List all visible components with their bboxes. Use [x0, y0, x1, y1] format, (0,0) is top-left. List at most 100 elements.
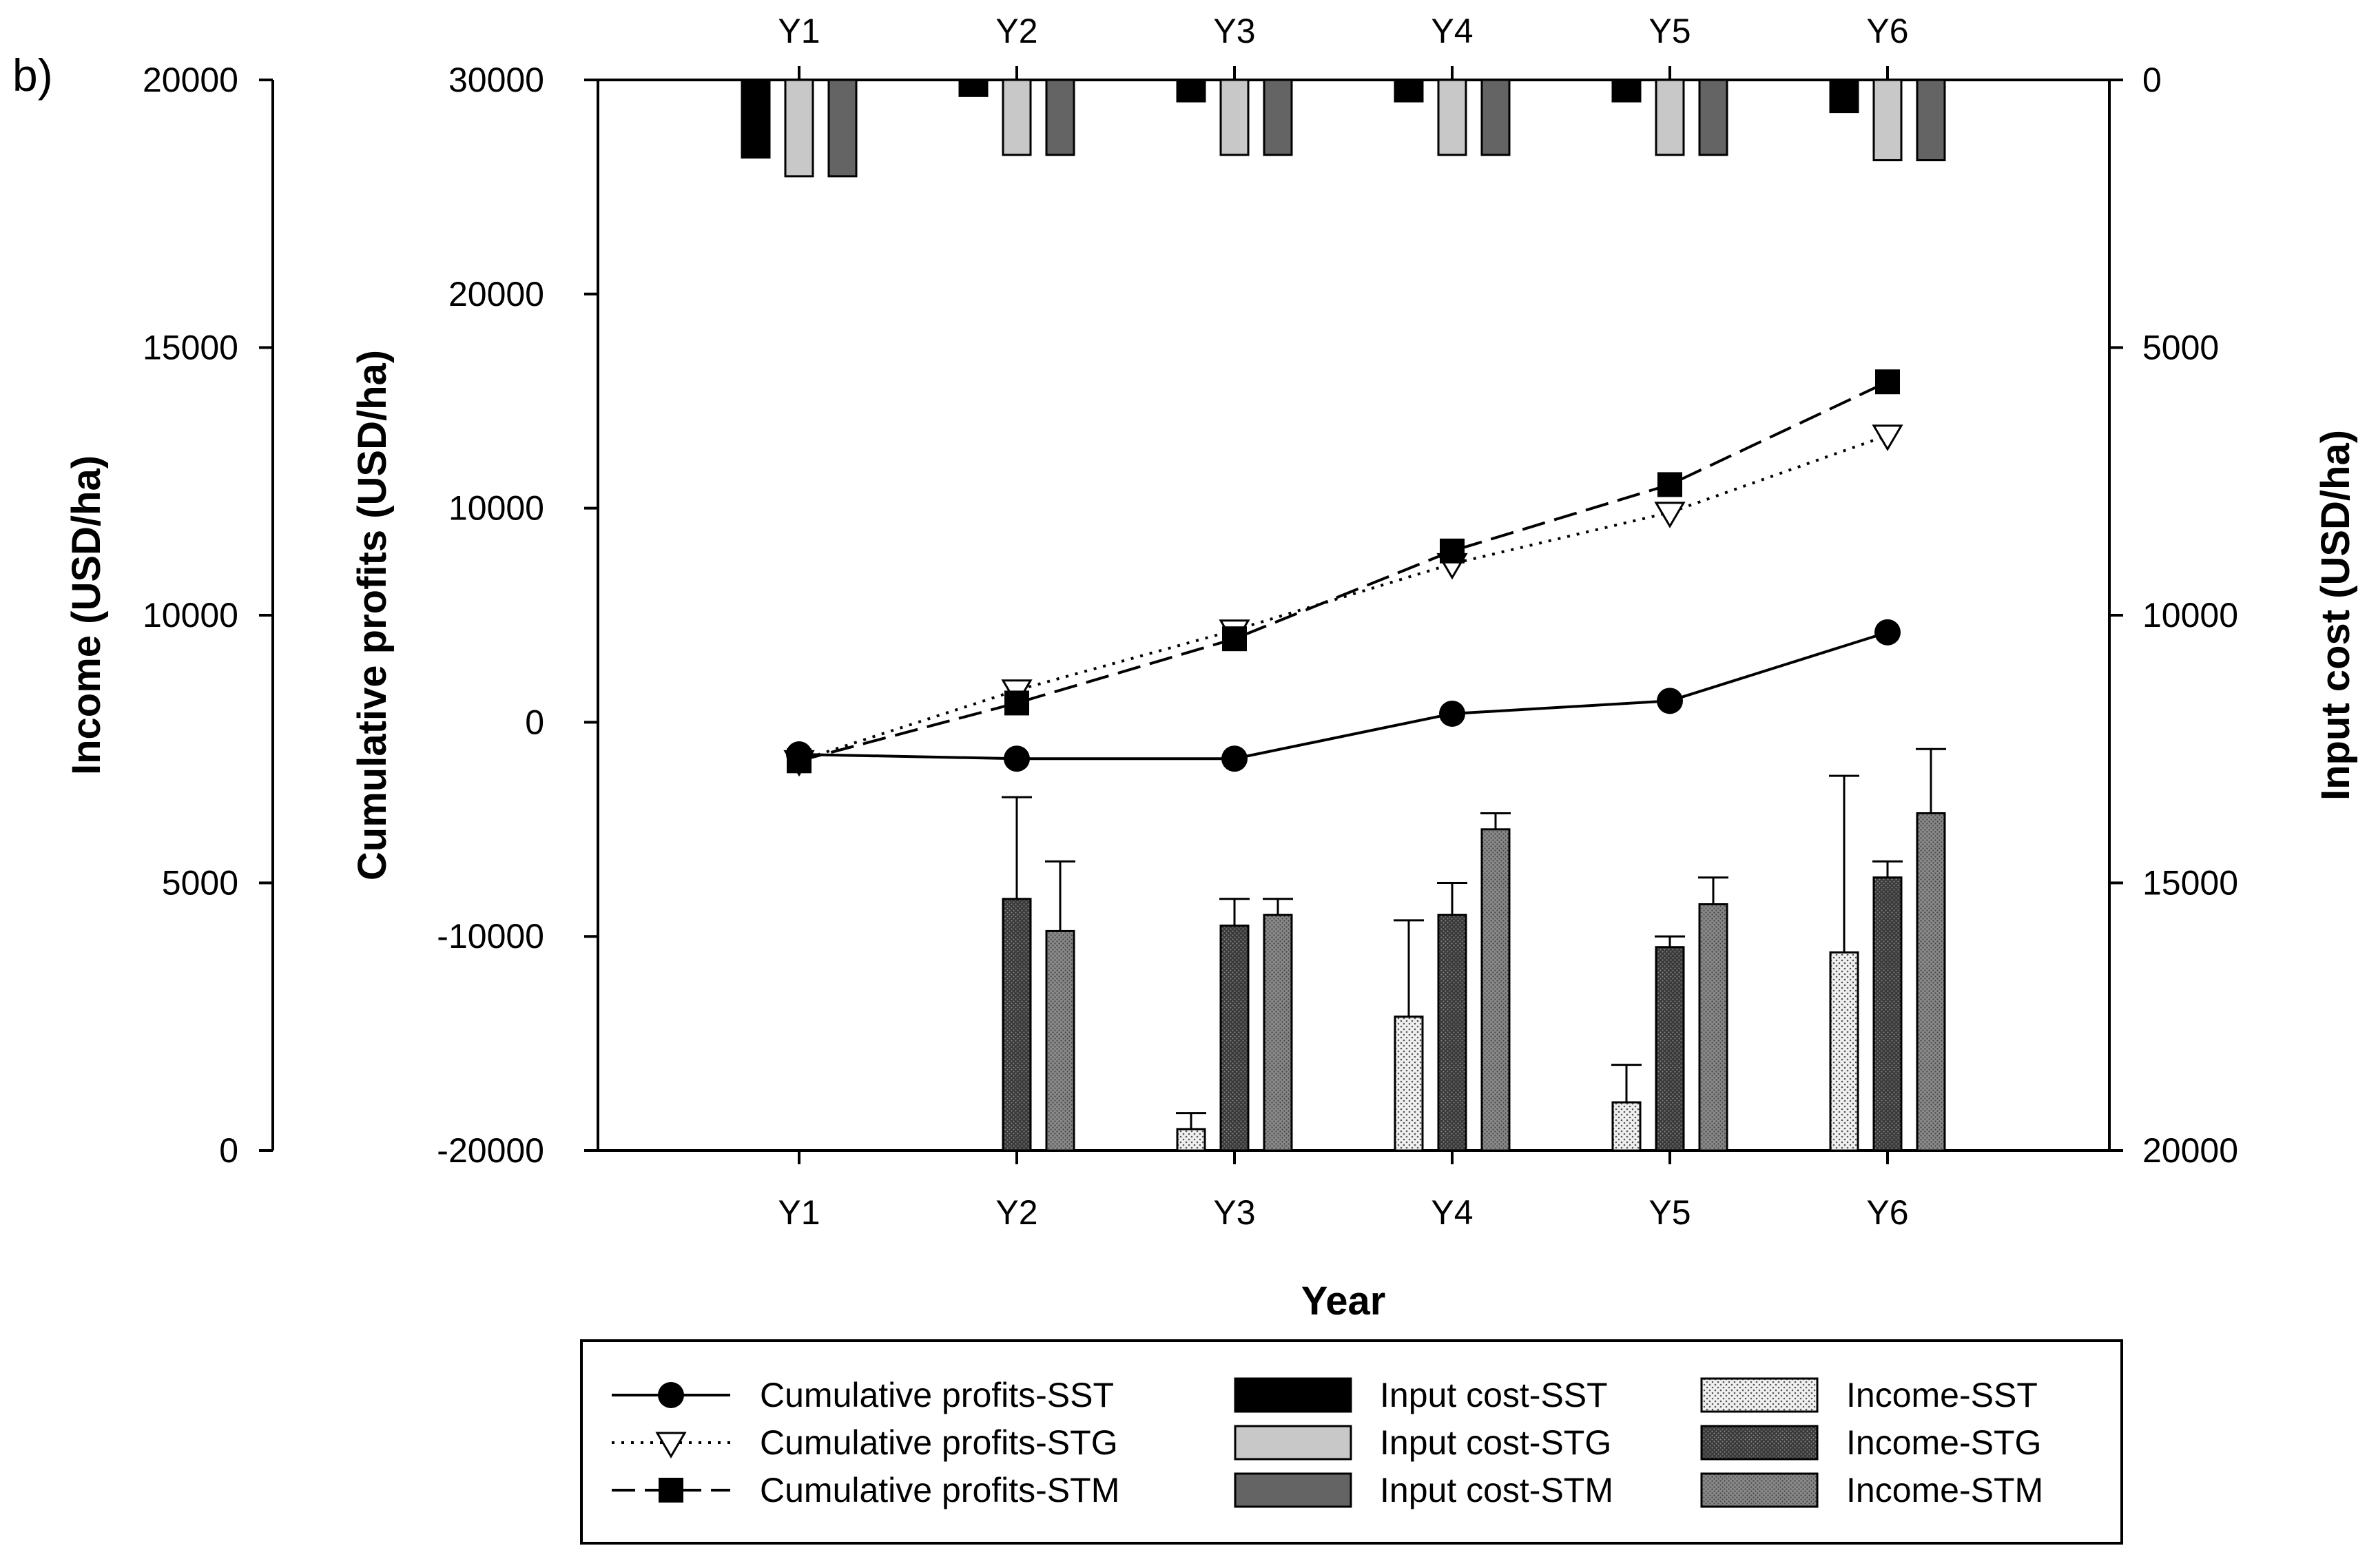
x-axis-title: Year [1301, 1279, 1386, 1323]
legend-label: Income-STM [1846, 1471, 2043, 1509]
input-cost-bar-stg [1219, 79, 1250, 156]
profit-tick-label: -20000 [437, 1131, 544, 1170]
legend-label: Income-SST [1846, 1376, 2038, 1414]
x-tick-label-bottom: Y2 [995, 1193, 1037, 1232]
legend-bar-swatch [1234, 1425, 1352, 1461]
input-cost-bar-stg [1002, 79, 1032, 156]
profit-tick-label: 20000 [448, 275, 544, 313]
income-tick-label: 0 [219, 1131, 238, 1170]
legend-bar-swatch [1234, 1472, 1352, 1508]
input-cost-bar-stg [1872, 79, 1903, 162]
income-bar-stg [1002, 898, 1032, 1152]
x-tick-label-top: Y3 [1213, 12, 1255, 50]
profit-marker-sst [1657, 688, 1683, 714]
x-tick-label-bottom: Y6 [1866, 1193, 1908, 1232]
income-bar-stm [1045, 929, 1075, 1152]
profit-line-sst [798, 630, 1888, 761]
input-cost-bar-stm [1263, 79, 1293, 156]
income-bar-stm [1480, 828, 1511, 1152]
income-bar-sst [1611, 1101, 1642, 1152]
x-tick-label-bottom: Y4 [1431, 1193, 1473, 1232]
legend-marker-swatch [658, 1382, 684, 1408]
legend-label: Cumulative profits-STG [760, 1423, 1118, 1462]
profit-marker-stm [1440, 538, 1465, 564]
profit-tick-label: 0 [525, 703, 544, 741]
legend-label: Input cost-SST [1380, 1376, 1608, 1414]
legend-marker-swatch [659, 1478, 683, 1503]
input-cost-bar-stg [784, 79, 814, 178]
income-bar-stg [1437, 914, 1467, 1152]
input-cost-axis-title: Input cost (USD/ha) [2313, 430, 2358, 801]
income-tick-label: 20000 [143, 61, 238, 99]
input-cost-bar-stm [827, 79, 858, 178]
profit-marker-stg [1872, 424, 1903, 451]
profit-marker-stm [1222, 626, 1247, 652]
x-tick-label-top: Y1 [778, 12, 820, 50]
input-cost-bar-sst [1394, 79, 1424, 103]
legend-bar-swatch [1700, 1472, 1819, 1508]
legend: Cumulative profits-SST Cumulative profits… [580, 1339, 2123, 1545]
profit-marker-sst [1221, 745, 1248, 772]
legend-marker-swatch [655, 1432, 687, 1458]
income-bar-stm [1698, 903, 1728, 1152]
income-bar-sst [1176, 1128, 1206, 1152]
input-cost-bar-stm [1916, 79, 1946, 162]
income-tick-label: 15000 [143, 329, 238, 367]
x-tick-label-top: Y4 [1431, 12, 1473, 50]
legend-bar-swatch [1700, 1377, 1819, 1413]
legend-label: Income-STG [1846, 1423, 2041, 1462]
income-bar-stg [1872, 876, 1903, 1152]
profit-marker-stm [787, 748, 812, 774]
input-cost-bar-sst [1611, 79, 1642, 103]
legend-label: Input cost-STG [1380, 1423, 1611, 1462]
input-cost-bar-stm [1698, 79, 1728, 156]
input-cost-bar-sst [741, 79, 771, 159]
input-cost-tick-label: 15000 [2142, 864, 2238, 902]
income-bar-stm [1263, 914, 1293, 1152]
input-cost-bar-stg [1437, 79, 1467, 156]
x-tick-label-bottom: Y5 [1648, 1193, 1691, 1232]
profit-marker-stg [1654, 502, 1686, 528]
input-cost-bar-stg [1655, 79, 1685, 156]
income-bar-sst [1829, 951, 1859, 1152]
profit-tick-label: 10000 [448, 489, 544, 528]
profit-marker-sst [1874, 619, 1901, 646]
profit-marker-sst [1439, 700, 1465, 727]
legend-label: Input cost-STM [1380, 1471, 1613, 1509]
income-bar-sst [1394, 1015, 1424, 1152]
input-cost-tick-label: 10000 [2142, 596, 2238, 635]
input-cost-bar-stm [1480, 79, 1511, 156]
input-cost-bar-sst [1176, 79, 1206, 103]
income-bar-stm [1916, 812, 1946, 1152]
input-cost-bar-sst [958, 79, 989, 97]
income-bar-stg [1219, 925, 1250, 1152]
profit-line-stm [798, 380, 1888, 763]
profit-line-stg [798, 434, 1888, 763]
income-tick-label: 10000 [143, 596, 238, 635]
income-bar-stg [1655, 946, 1685, 1152]
profit-marker-stm [1657, 472, 1682, 497]
profit-marker-stm [1875, 369, 1900, 395]
x-tick-label-bottom: Y3 [1213, 1193, 1255, 1232]
panel-label: b) [12, 50, 53, 101]
legend-bar-swatch [1234, 1377, 1352, 1413]
profit-marker-stm [1004, 690, 1029, 716]
input-cost-bar-stm [1045, 79, 1075, 156]
legend-bar-swatch [1700, 1425, 1819, 1461]
x-tick-label-top: Y5 [1648, 12, 1691, 50]
x-tick-label-bottom: Y1 [778, 1193, 820, 1232]
input-cost-tick-label: 0 [2142, 61, 2162, 99]
income-axis-title: Income (USD/ha) [64, 455, 109, 775]
profit-tick-label: 30000 [448, 61, 544, 99]
legend-label: Cumulative profits-STM [760, 1471, 1119, 1509]
profit-marker-sst [1004, 745, 1030, 772]
profit-tick-label: -10000 [437, 917, 544, 956]
input-cost-tick-label: 20000 [2142, 1131, 2238, 1170]
x-tick-label-top: Y6 [1866, 12, 1908, 50]
input-cost-tick-label: 5000 [2142, 329, 2219, 367]
profit-axis-title: Cumulative profits (USD/ha) [350, 350, 395, 880]
x-tick-label-top: Y2 [995, 12, 1037, 50]
legend-label: Cumulative profits-SST [760, 1376, 1114, 1414]
income-tick-label: 5000 [162, 864, 238, 902]
